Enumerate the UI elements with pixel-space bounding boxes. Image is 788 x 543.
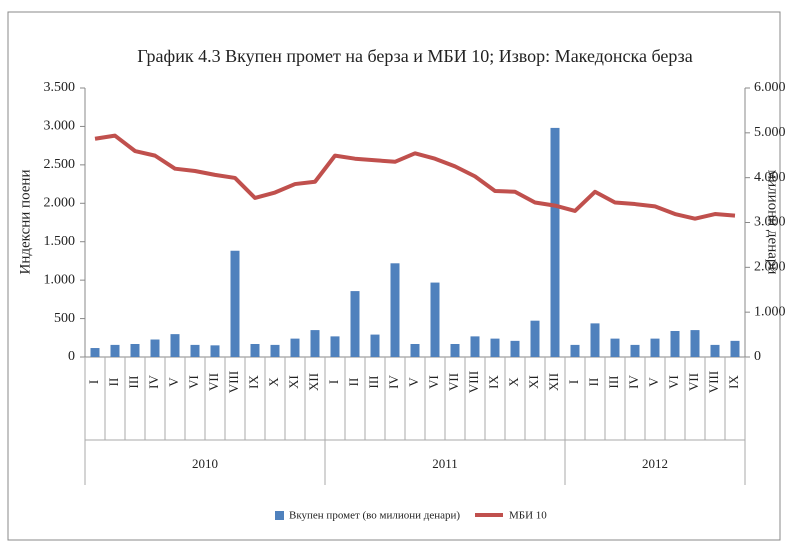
x-tick-label: IX [726,375,741,389]
x-tick-label: XII [546,373,561,391]
y2-axis-label: милиони денари [765,170,781,275]
bar [330,336,340,357]
x-tick-label: VII [206,373,221,391]
x-tick-label: VI [666,375,681,389]
y2-tick-label: 5.000 [754,125,786,140]
x-tick-label: VIII [226,371,241,393]
x-tick-label: XII [306,373,321,391]
legend-label: Вкупен промет (во милиони денари) [289,510,460,522]
y-tick-label: 2.000 [44,196,76,211]
bar [410,343,420,357]
bar [270,344,280,357]
bar [350,291,360,357]
bar [590,323,600,357]
bar [570,344,580,357]
bar [450,343,460,357]
y-tick-label: 500 [54,311,75,326]
bar [250,343,260,357]
x-tick-label: V [646,377,661,387]
x-tick-label: IX [246,375,261,389]
legend-label: МБИ 10 [509,510,547,522]
bar [670,330,680,357]
bar [210,345,220,357]
x-tick-label: X [506,377,521,387]
x-tick-label: III [126,376,141,389]
bar [490,338,500,357]
bar [370,334,380,357]
bar [470,336,480,357]
group-label: 2011 [432,456,458,471]
x-tick-label: II [106,378,121,387]
y-tick-label: 1.000 [44,272,76,287]
x-tick-label: III [606,376,621,389]
x-tick-label: XI [286,375,301,389]
x-tick-label: IV [146,375,161,389]
bar [530,320,540,357]
y2-tick-label: 1.000 [754,304,786,319]
bar [290,338,300,357]
x-tick-label: VII [446,373,461,391]
x-tick-label: V [166,377,181,387]
y2-tick-label: 2.000 [754,260,786,275]
bar [730,340,740,357]
bar [610,338,620,357]
bar [90,348,100,357]
bar [130,343,140,357]
y-tick-label: 0 [68,349,75,364]
y2-tick-label: 0 [754,349,761,364]
bar [390,263,400,357]
x-tick-label: VI [426,375,441,389]
x-tick-label: V [406,377,421,387]
x-tick-label: X [266,377,281,387]
bar [150,339,160,357]
group-label: 2010 [192,456,218,471]
group-label: 2012 [642,456,668,471]
bar [550,127,560,357]
x-tick-label: IV [386,375,401,389]
line [94,133,736,221]
bar [690,330,700,357]
bar [190,344,200,357]
y-tick-label: 3.500 [44,80,76,95]
x-tick-label: IV [626,375,641,389]
bar [170,334,180,357]
y2-tick-label: 3.000 [754,215,786,230]
bar [510,340,520,357]
x-tick-label: VI [186,375,201,389]
bar [230,250,240,357]
x-tick-label: III [366,376,381,389]
bar [710,344,720,357]
bar [630,344,640,357]
x-tick-label: VIII [706,371,721,393]
x-tick-label: IX [486,375,501,389]
y-tick-label: 3.000 [44,119,76,134]
bar [110,344,120,357]
bar [430,282,440,357]
bar [310,330,320,357]
chart-title: График 4.3 Вкупен промет на берза и МБИ … [137,46,692,66]
bar [650,338,660,357]
y2-tick-label: 4.000 [754,170,786,185]
x-tick-label: VIII [466,371,481,393]
y-tick-label: 2.500 [44,157,76,172]
x-tick-label: I [326,380,341,384]
y-tick-label: 1.500 [44,234,76,249]
x-tick-label: II [586,378,601,387]
x-tick-label: I [86,380,101,384]
x-tick-label: I [566,380,581,384]
x-tick-label: VII [686,373,701,391]
y-axis-label: Индексни поени [17,170,33,275]
x-tick-label: II [346,378,361,387]
x-tick-label: XI [526,375,541,389]
y2-tick-label: 6.000 [754,80,786,95]
legend-swatch [275,511,284,520]
